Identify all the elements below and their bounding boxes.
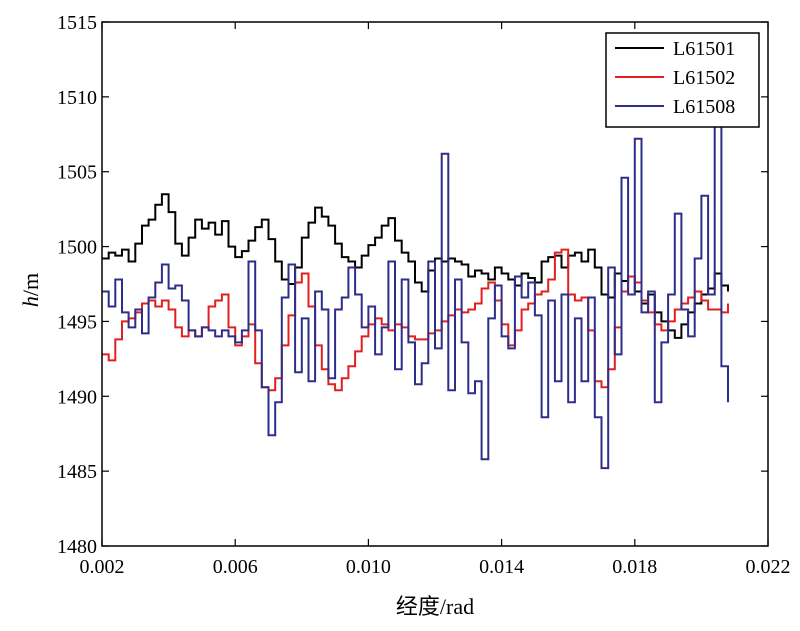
x-axis-label: 经度/rad: [396, 594, 474, 619]
series-line-L61508: [102, 116, 729, 470]
plot-frame: [101, 21, 769, 547]
y-axis-label-unit: /m: [18, 273, 43, 296]
legend-entries: L61501 L61502 L61508: [615, 38, 735, 118]
x-tick-label: 0.006: [213, 556, 258, 578]
y-tick-label: 1510: [57, 87, 97, 109]
x-tick-label: 0.014: [479, 556, 524, 578]
x-tick-label: 0.002: [80, 556, 125, 578]
y-tick-label: 1485: [57, 461, 97, 483]
legend-label-L61508: L61508: [673, 96, 735, 118]
x-tick-label: 0.010: [346, 556, 391, 578]
legend-label-L61501: L61501: [673, 38, 735, 60]
y-axis-label-symbol: h: [18, 296, 43, 307]
legend: L61501 L61502 L61508: [605, 32, 760, 128]
series-layer: [102, 116, 729, 470]
y-tick-label: 1500: [57, 237, 97, 259]
y-axis-label: h/m: [18, 273, 43, 307]
y-tick-label: 1505: [57, 162, 97, 184]
legend-label-L61502: L61502: [673, 67, 735, 89]
ticks-layer: 0.002 0.006 0.010 0.014 0.018 0.022 1480 1485 14…: [57, 12, 791, 578]
y-tick-label: 1490: [57, 386, 97, 408]
series-line-L61501: [102, 193, 729, 339]
y-tick-label: 1515: [57, 12, 97, 34]
x-tick-label: 0.018: [612, 556, 657, 578]
y-tick-label: 1480: [57, 536, 97, 558]
y-tick-label: 1495: [57, 311, 97, 333]
x-tick-label: 0.022: [746, 556, 791, 578]
